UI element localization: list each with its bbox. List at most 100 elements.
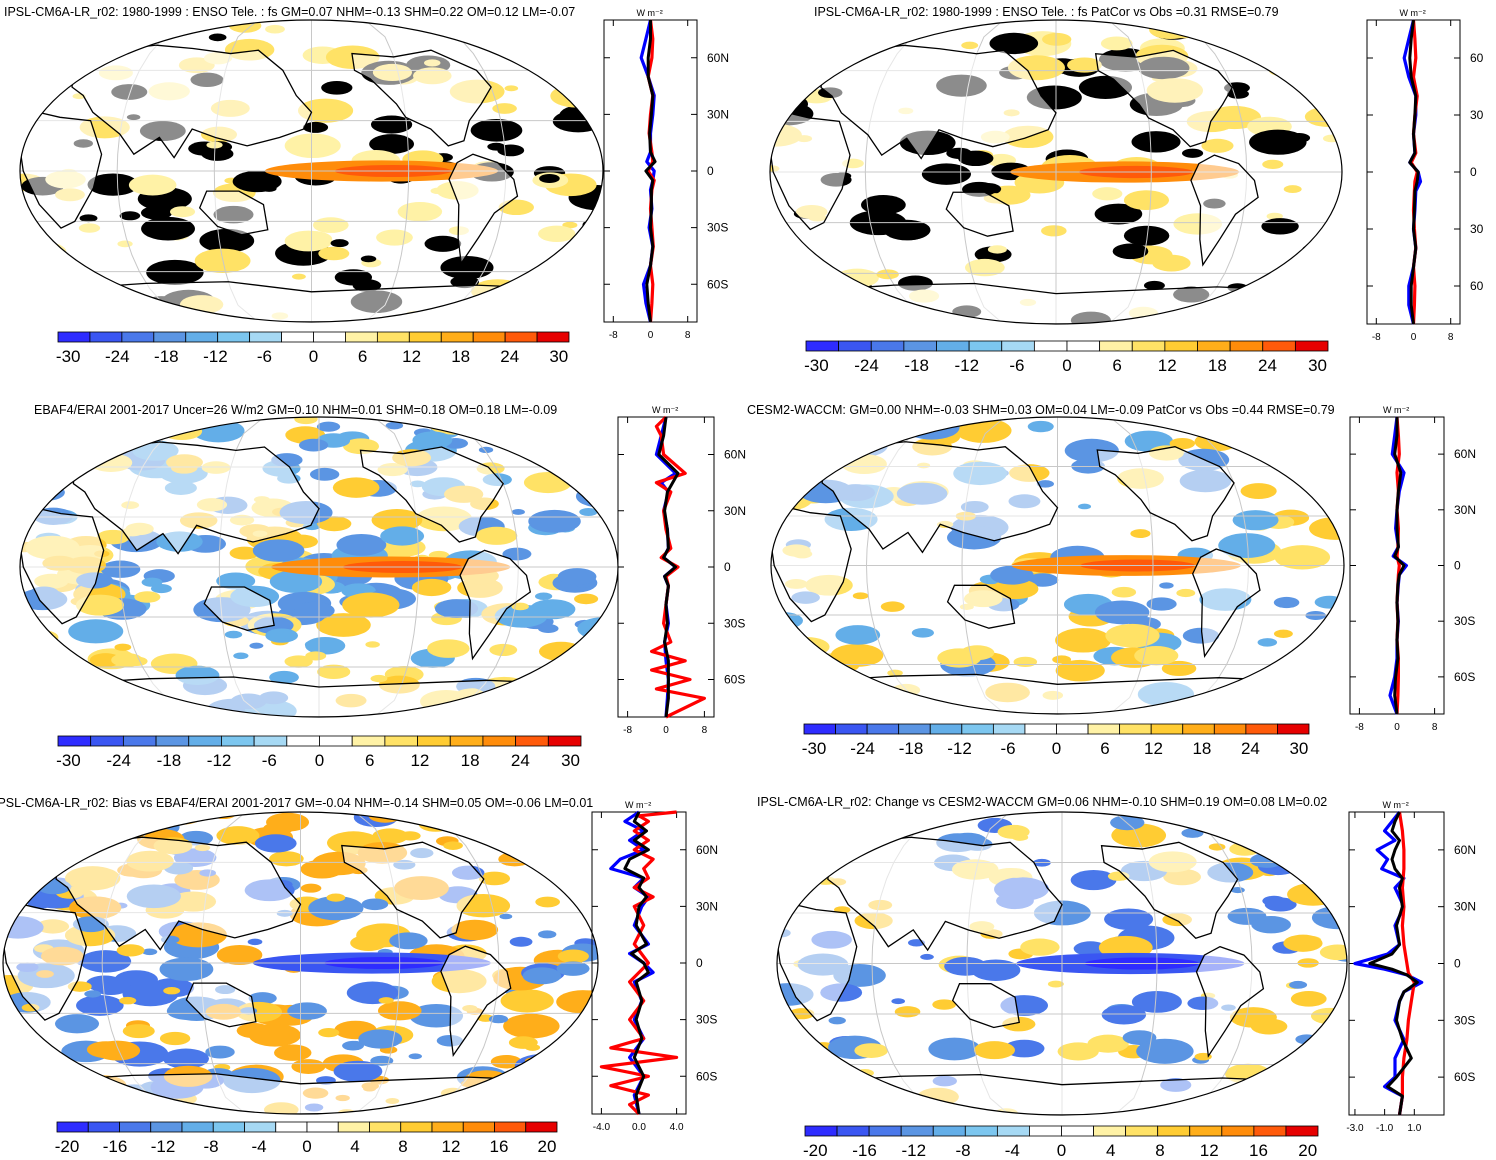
anomaly-blob xyxy=(891,998,905,1005)
anomaly-blob xyxy=(802,661,823,671)
anomaly-blob xyxy=(770,100,795,112)
colorbar-tick-label: -4 xyxy=(1005,1141,1020,1160)
colorbar: -30 -24 -18 -12 -6 0 6 12 18 24 30 xyxy=(804,340,1329,375)
anomaly-blob xyxy=(309,467,340,481)
map xyxy=(771,417,1344,714)
anomaly-blob xyxy=(370,115,413,134)
y-tick-label: 60S xyxy=(707,277,728,291)
coastline xyxy=(72,441,320,555)
anomaly-blob xyxy=(788,456,814,468)
anomaly-blob xyxy=(20,697,57,717)
anomaly-blob xyxy=(93,812,150,832)
colorbar-tick-label: -6 xyxy=(262,751,277,770)
anomaly-blob xyxy=(552,110,603,133)
anomaly-blob xyxy=(3,1072,19,1080)
colorbar-cell xyxy=(400,1121,433,1133)
anomaly-blob xyxy=(564,657,591,669)
colorbar-tick-label: -4 xyxy=(251,1137,266,1156)
anomaly-blob xyxy=(1176,588,1196,598)
colorbar-cell xyxy=(319,735,353,747)
colorbar-tick-label: 0 xyxy=(1052,739,1061,758)
colorbar-cell xyxy=(286,735,320,747)
anomaly-blob xyxy=(567,307,603,322)
anomaly-blob xyxy=(860,195,906,215)
colorbar-cell xyxy=(1157,1125,1191,1137)
anomaly-blob xyxy=(989,32,1039,55)
anomaly-blob xyxy=(64,454,93,467)
y-tick-label: 0 xyxy=(1454,559,1461,573)
anomaly-blob xyxy=(777,1082,799,1100)
anomaly-blob xyxy=(528,509,581,533)
anomaly-blob xyxy=(487,142,506,151)
anomaly-blob xyxy=(269,851,304,867)
anomaly-blob xyxy=(216,572,256,590)
colorbar-tick-label: -12 xyxy=(947,739,972,758)
anomaly-blob xyxy=(493,1084,539,1105)
y-tick-label: 0 xyxy=(724,560,731,574)
anomaly-blob xyxy=(265,24,285,34)
anomaly-blob xyxy=(1295,433,1344,457)
anomaly-blob xyxy=(1130,529,1151,538)
colorbar-tick-label: 4 xyxy=(1106,1141,1115,1160)
colorbar-cell xyxy=(89,331,123,343)
anomaly-blob xyxy=(575,881,598,892)
anomaly-blob xyxy=(1307,1062,1347,1081)
anomaly-blob xyxy=(1268,64,1295,77)
anomaly-blob xyxy=(910,417,946,432)
colorbar-tick-label: 6 xyxy=(1112,356,1121,375)
anomaly-blob xyxy=(1227,89,1249,99)
anomaly-blob xyxy=(538,225,576,242)
coastline xyxy=(341,841,485,939)
y-tick-label: 30 xyxy=(1470,222,1484,236)
colorbar-cell xyxy=(431,1121,464,1133)
colorbar-cell xyxy=(1066,340,1101,352)
colorbar-tick-label: 12 xyxy=(1158,356,1177,375)
zonal-profile: W m⁻² -3.0 -1.0 1.0 60N 30N 0 30S 60S xyxy=(1346,800,1476,1134)
anomaly-blob xyxy=(443,841,463,850)
colorbar-tick-label: -30 xyxy=(56,751,81,770)
anomaly-blob xyxy=(54,1014,100,1034)
anomaly-blob xyxy=(770,25,818,48)
colorbar-cell xyxy=(835,723,868,735)
anomaly-blob xyxy=(559,417,575,423)
anomaly-blob xyxy=(500,989,554,1013)
anomaly-blob xyxy=(300,883,322,893)
anomaly-blob xyxy=(882,698,919,714)
anomaly-blob xyxy=(42,426,68,438)
colorbar-tick-label: -18 xyxy=(904,356,929,375)
colorbar-tick-label: -24 xyxy=(854,356,879,375)
colorbar-cell xyxy=(185,331,219,343)
profile-series-2 xyxy=(649,415,707,719)
anomaly-blob xyxy=(205,1045,235,1059)
anomaly-blob xyxy=(1218,533,1276,558)
anomaly-blob xyxy=(334,269,373,286)
anomaly-blob xyxy=(380,526,425,546)
anomaly-blob xyxy=(48,461,68,470)
anomaly-blob xyxy=(1307,21,1342,40)
colorbar-tick-label: 30 xyxy=(561,751,580,770)
anomaly-blob xyxy=(574,36,603,53)
anomaly-blob xyxy=(1181,148,1204,158)
colorbar-cell xyxy=(249,331,282,343)
colorbar-cell xyxy=(212,1121,245,1133)
anomaly-blob xyxy=(887,20,932,39)
anomaly-blob xyxy=(28,669,58,682)
anomaly-blob xyxy=(269,670,299,684)
y-tick-label: 30N xyxy=(1454,503,1476,517)
colorbar-tick-label: 4 xyxy=(350,1137,359,1156)
anomaly-blob xyxy=(317,664,351,680)
anomaly-blob xyxy=(1169,437,1196,450)
anomaly-blob xyxy=(523,471,573,494)
colorbar-tick-label: 0 xyxy=(1057,1141,1066,1160)
anomaly-blob xyxy=(798,48,819,58)
colorbar-tick-label: 16 xyxy=(490,1137,509,1156)
anomaly-blob xyxy=(148,302,171,312)
anomaly-blob xyxy=(928,1037,981,1061)
map-border xyxy=(776,811,1348,1116)
anomaly-blob xyxy=(1094,600,1150,625)
anomaly-blob xyxy=(771,676,797,696)
anomaly-blob xyxy=(1243,424,1273,437)
anomaly-blob xyxy=(1266,212,1283,220)
anomaly-blob xyxy=(291,1059,326,1074)
anomaly-blob xyxy=(434,599,479,619)
